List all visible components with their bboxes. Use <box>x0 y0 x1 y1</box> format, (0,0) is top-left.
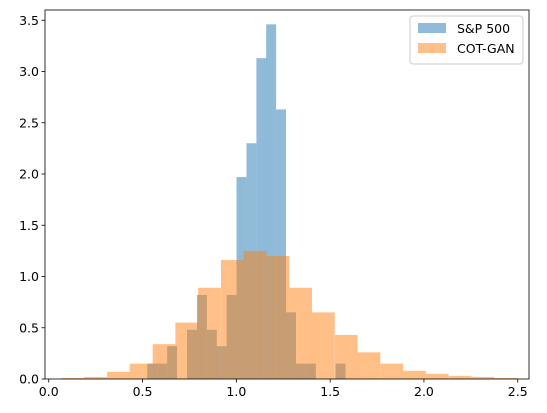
y-tick-label: 0.5 <box>19 320 39 335</box>
bar-cotgan-6 <box>198 287 221 379</box>
x-axis: 0.0 0.5 1.0 1.5 2.0 2.5 <box>39 379 528 399</box>
bar-cotgan-3 <box>129 363 153 380</box>
y-tick-label: 0.0 <box>19 372 39 387</box>
bar-cotgan-12 <box>334 334 358 379</box>
bar-sp500-12 <box>266 24 277 379</box>
x-tick-label: 0.5 <box>133 384 153 399</box>
x-tick-label: 1.5 <box>320 384 340 399</box>
bar-cotgan-5 <box>175 322 199 380</box>
bar-cotgan-19 <box>494 377 518 379</box>
legend-swatch-cotgan <box>418 43 446 53</box>
bar-cotgan-4 <box>152 344 176 379</box>
bar-cotgan-16 <box>425 373 449 380</box>
y-tick-label: 1.5 <box>19 218 39 233</box>
bar-cotgan-7 <box>220 260 244 379</box>
y-tick-label: 3.0 <box>19 64 39 79</box>
bar-sp500-13 <box>276 109 287 380</box>
legend: S&P 500 COT-GAN <box>409 15 524 65</box>
bar-cotgan-0 <box>61 377 85 379</box>
bar-sp500-11 <box>256 58 267 380</box>
bar-cotgan-8 <box>243 250 267 380</box>
bar-cotgan-9 <box>266 256 290 379</box>
x-tick-label: 0.0 <box>39 384 59 399</box>
bar-cotgan-10 <box>289 287 313 379</box>
y-tick-label: 1.0 <box>19 269 39 284</box>
y-tick-label: 2.0 <box>19 167 39 182</box>
bar-cotgan-11 <box>311 312 335 380</box>
bars-layer <box>61 24 518 380</box>
bar-cotgan-1 <box>84 376 107 379</box>
bar-cotgan-18 <box>471 376 495 379</box>
legend-label-cotgan: COT-GAN <box>457 41 515 56</box>
y-tick-label: 2.5 <box>19 115 39 130</box>
bar-cotgan-15 <box>403 370 426 379</box>
y-axis: 0.0 0.5 1.0 1.5 2.0 2.5 3.0 3.5 <box>19 13 45 387</box>
y-tick-label: 3.5 <box>19 13 39 28</box>
legend-label-sp500: S&P 500 <box>457 21 510 36</box>
bar-cotgan-14 <box>380 363 404 380</box>
axes-frame <box>44 9 530 380</box>
x-tick-label: 2.5 <box>508 384 528 399</box>
bar-cotgan-13 <box>357 352 381 379</box>
bar-cotgan-2 <box>107 371 130 379</box>
x-tick-label: 2.0 <box>414 384 434 399</box>
bar-cotgan-17 <box>448 375 472 379</box>
legend-swatch-sp500 <box>418 23 446 33</box>
x-tick-label: 1.0 <box>226 384 246 399</box>
